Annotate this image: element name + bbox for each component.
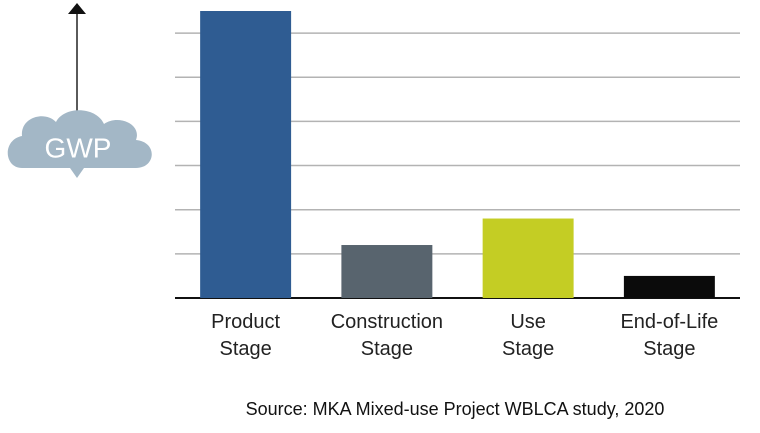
x-tick-label: Use Stage [502, 311, 554, 360]
x-tick-label: Product Stage [211, 311, 280, 360]
bar [482, 218, 574, 298]
bar [341, 245, 433, 298]
source-note: Source: MKA Mixed-use Project WBLCA stud… [246, 399, 665, 419]
bar [623, 275, 715, 298]
arrow-head [68, 3, 86, 14]
x-tick-label: End-of-Life Stage [620, 311, 718, 360]
y-axis-label: GWP [45, 132, 112, 163]
cloud-icon [7, 110, 152, 178]
bar [200, 11, 292, 298]
x-tick-label: Construction Stage [331, 311, 443, 360]
